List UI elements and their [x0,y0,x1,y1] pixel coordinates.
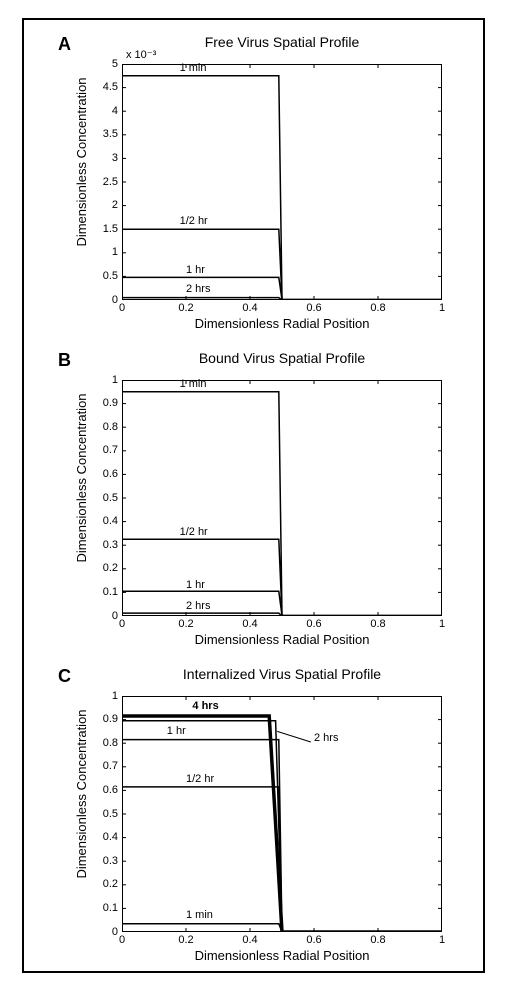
plot-title: Free Virus Spatial Profile [122,34,442,50]
y-exponent-label: x 10⁻³ [126,48,156,61]
ytick-label: 0.9 [90,397,118,409]
plot-title: Internalized Virus Spatial Profile [122,666,442,682]
x-axis-label: Dimensionless Radial Position [122,948,442,963]
ytick-label: 5 [90,58,118,70]
ytick-label: 0.6 [90,468,118,480]
ytick-label: 0.9 [90,713,118,725]
xtick-label: 0.2 [171,302,201,314]
ytick-label: 0.7 [90,760,118,772]
ytick-label: 2.5 [90,176,118,188]
ytick-label: 3.5 [90,128,118,140]
ytick-label: 0 [90,926,118,938]
panel-label-B: B [58,350,71,371]
xtick-label: 0.8 [363,618,393,630]
ytick-label: 4 [90,105,118,117]
series-label: 1 min [180,378,207,390]
series-label: 2 hrs [314,732,338,744]
ytick-label: 3 [90,152,118,164]
ytick-label: 0.2 [90,878,118,890]
series-label: 1/2 hr [180,526,208,538]
series-label: 1 min [180,62,207,74]
xtick-label: 1 [427,934,457,946]
plot-area [122,380,442,616]
ytick-label: 1 [90,374,118,386]
xtick-label: 0.4 [235,618,265,630]
series-label: 1/2 hr [180,215,208,227]
ytick-label: 0.1 [90,902,118,914]
y-axis-label: Dimensionless Concentration [74,676,89,912]
plot-area [122,64,442,300]
ytick-label: 4.5 [90,81,118,93]
figure-outer: A Free Virus Spatial Profilex 10⁻³ 1 min 1/… [0,0,507,991]
series-label: 2 hrs [186,600,210,612]
ytick-label: 0.8 [90,421,118,433]
ytick-label: 0 [90,294,118,306]
plot-svg [122,380,442,616]
xtick-label: 0.6 [299,618,329,630]
ytick-label: 0.8 [90,737,118,749]
ytick-label: 0.7 [90,444,118,456]
series-line [122,76,442,300]
series-label: 1 min [186,909,213,921]
ytick-label: 0.5 [90,270,118,282]
series-label: 1 hr [186,264,205,276]
ytick-label: 2 [90,199,118,211]
ytick-label: 0.3 [90,855,118,867]
y-axis-label: Dimensionless Concentration [74,44,89,280]
figure-frame: A Free Virus Spatial Profilex 10⁻³ 1 min 1/… [22,18,485,973]
xtick-label: 1 [427,302,457,314]
series-line [122,787,442,932]
xtick-label: 0.6 [299,302,329,314]
series-line [122,392,442,616]
series-label: 4 hrs [192,700,218,712]
x-axis-label: Dimensionless Radial Position [122,316,442,331]
xtick-label: 0.6 [299,934,329,946]
ytick-label: 0 [90,610,118,622]
series-label: 1/2 hr [186,773,214,785]
xtick-label: 0.4 [235,934,265,946]
panel-A: A Free Virus Spatial Profilex 10⁻³ 1 min 1/… [24,26,483,342]
plot-title: Bound Virus Spatial Profile [122,350,442,366]
ytick-label: 0.4 [90,831,118,843]
panel-C: C Internalized Virus Spatial Profile 4 hrs… [24,658,483,974]
xtick-label: 0.2 [171,934,201,946]
xtick-label: 0.8 [363,934,393,946]
series-label: 2 hrs [186,283,210,295]
xtick-label: 1 [427,618,457,630]
series-label: 1 hr [167,725,186,737]
ytick-label: 1.5 [90,223,118,235]
ytick-label: 0.5 [90,492,118,504]
ytick-label: 0.1 [90,586,118,598]
ytick-label: 0.2 [90,562,118,574]
leader-line [277,731,311,742]
xtick-label: 0.4 [235,302,265,314]
panel-label-A: A [58,34,71,55]
x-axis-label: Dimensionless Radial Position [122,632,442,647]
ytick-label: 0.3 [90,539,118,551]
plot-svg [122,64,442,300]
xtick-label: 0.8 [363,302,393,314]
series-label: 1 hr [186,579,205,591]
ytick-label: 1 [90,246,118,258]
ytick-label: 0.4 [90,515,118,527]
ytick-label: 1 [90,690,118,702]
xtick-label: 0.2 [171,618,201,630]
panel-label-C: C [58,666,71,687]
panel-B: B Bound Virus Spatial Profile 1 min 1/2 hr 1… [24,342,483,658]
ytick-label: 0.6 [90,784,118,796]
ytick-label: 0.5 [90,808,118,820]
y-axis-label: Dimensionless Concentration [74,360,89,596]
